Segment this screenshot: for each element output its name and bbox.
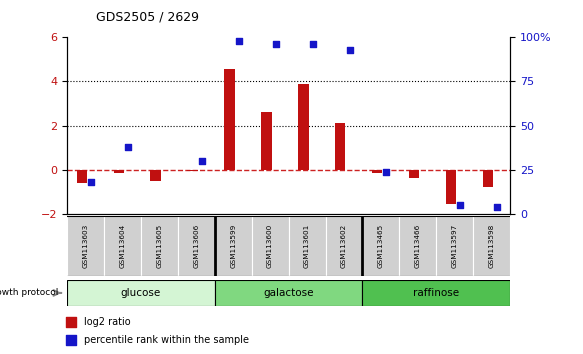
Text: GSM113598: GSM113598 [489,224,494,268]
Bar [224,69,235,170]
Text: GSM113602: GSM113602 [341,224,347,268]
Bar [298,84,308,170]
Bar [141,216,178,276]
Text: GSM113605: GSM113605 [156,224,162,268]
Point [456,202,465,208]
Bar [67,216,104,276]
Text: GSM113603: GSM113603 [83,224,89,268]
Text: GSM113599: GSM113599 [230,224,236,268]
Text: glucose: glucose [121,288,161,298]
Text: GSM113597: GSM113597 [452,224,458,268]
Point [67,320,76,325]
Bar [446,170,456,204]
Bar [252,216,289,276]
Point [345,47,354,52]
Bar [150,170,161,181]
Bar [399,216,436,276]
Bar [363,280,510,306]
Point [123,144,132,150]
Text: GDS2505 / 2629: GDS2505 / 2629 [96,10,199,23]
Bar [363,216,399,276]
Bar [436,216,473,276]
Bar [76,170,87,183]
Point [197,158,206,164]
Bar [178,216,215,276]
Text: GSM113465: GSM113465 [378,224,384,268]
Bar [409,170,419,178]
Text: raffinose: raffinose [413,288,459,298]
Text: GSM113606: GSM113606 [194,224,199,268]
Point [308,41,317,47]
Text: GSM113466: GSM113466 [415,224,421,268]
Point [271,41,280,47]
Bar [325,216,363,276]
Bar [372,170,382,172]
Bar [114,170,124,172]
Text: GSM113604: GSM113604 [120,224,125,268]
Text: growth protocol: growth protocol [0,289,58,297]
Point [382,169,391,175]
Bar [289,216,325,276]
Bar [261,113,272,170]
Bar [215,280,363,306]
Point [86,179,96,185]
Text: GSM113601: GSM113601 [304,224,310,268]
Bar [473,216,510,276]
Bar [483,170,493,187]
Text: percentile rank within the sample: percentile rank within the sample [84,335,249,344]
Text: GSM113600: GSM113600 [267,224,273,268]
Text: galactose: galactose [264,288,314,298]
Bar [335,124,346,170]
Bar [215,216,252,276]
Bar [187,170,198,171]
Point [234,38,244,44]
Text: log2 ratio: log2 ratio [84,318,131,327]
Bar [104,216,141,276]
Bar [67,280,215,306]
Point [67,337,76,342]
Point [493,204,502,210]
